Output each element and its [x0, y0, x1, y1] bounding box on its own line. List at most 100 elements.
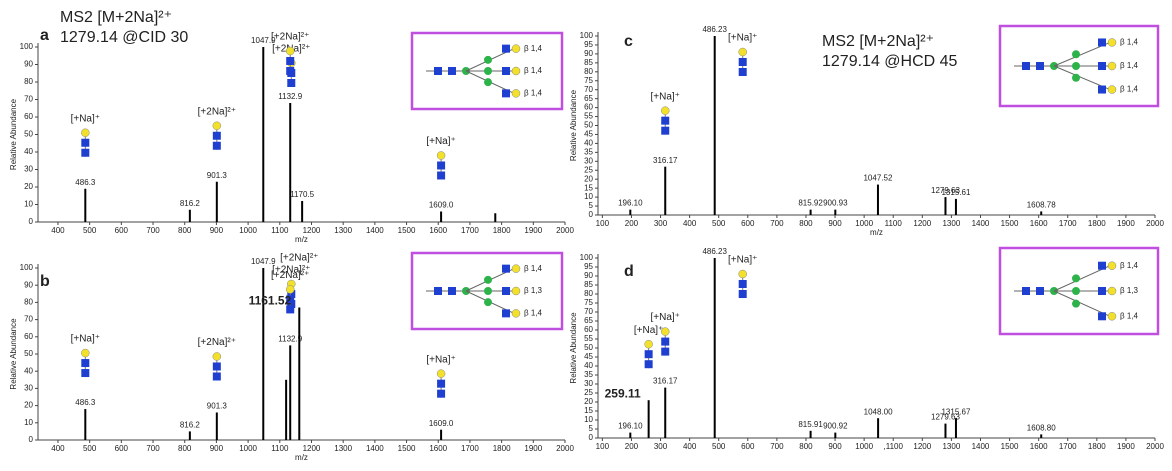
y-axis-label: Relative Abundance	[9, 318, 18, 390]
glcnac	[738, 280, 747, 288]
x-tick-label: 1500	[398, 444, 416, 453]
legend-box	[998, 24, 1160, 108]
y-tick-label: 60	[584, 325, 593, 334]
ion-label: [+Na]⁺	[651, 91, 680, 102]
glcnac	[212, 362, 221, 371]
glcnac	[661, 116, 670, 125]
peak-label: 1047.9	[251, 36, 276, 45]
peak-label: 1609.0	[429, 419, 454, 428]
x-tick-label: 1900	[524, 226, 542, 235]
y-tick-label: 30	[24, 384, 33, 393]
y-tick-label: 90	[584, 271, 593, 280]
ion-label: [+2Na]²⁺	[198, 337, 236, 348]
y-tick-label: 40	[24, 366, 33, 375]
glcnac	[1098, 38, 1106, 47]
x-tick-label: ,1100	[884, 442, 904, 451]
x-tick-label: 500	[83, 226, 97, 235]
y-tick-label: 90	[584, 49, 593, 58]
x-tick-label: 700	[146, 444, 160, 453]
chart-title: MS2 [M+2Na]²⁺	[60, 9, 172, 26]
peak-label: 900.92	[823, 422, 848, 431]
y-tick-label: 50	[584, 343, 593, 352]
linkage-label: β 1,4	[524, 88, 542, 97]
y-tick-label: 80	[24, 77, 33, 86]
galactose	[738, 269, 747, 279]
ion-label: [+Na]⁺	[71, 334, 100, 345]
mannose	[1072, 50, 1080, 59]
y-tick-label: 30	[24, 165, 33, 174]
y-tick-label: 25	[584, 165, 593, 174]
linkage-label: β 1,4	[1120, 85, 1138, 94]
y-tick-label: 45	[584, 130, 593, 139]
galactose	[212, 352, 222, 361]
x-tick-label: 800	[178, 226, 192, 235]
x-tick-label: 1400	[366, 444, 384, 453]
y-tick-label: 0	[29, 435, 34, 444]
x-tick-label: 1700	[1059, 442, 1077, 451]
galactose	[1107, 312, 1117, 321]
x-tick-label: 2000	[556, 444, 574, 453]
x-tick-label: 1400	[972, 442, 990, 451]
x-tick-label: 1400	[366, 226, 384, 235]
glcnac	[287, 79, 296, 87]
y-tick-label: 70	[24, 315, 33, 324]
y-tick-label: 100	[20, 263, 34, 272]
x-tick-label: 1900	[524, 444, 542, 453]
ion-label: [+2Na]²⁺	[271, 32, 309, 43]
y-tick-label: 45	[584, 352, 593, 361]
linkage-label: β 1,4	[1120, 61, 1138, 70]
x-tick-label: 200	[625, 442, 639, 451]
peak-label: 1170.5	[290, 190, 314, 199]
y-tick-label: 55	[584, 334, 593, 343]
galactose	[660, 327, 670, 336]
y-tick-label: 75	[584, 76, 593, 85]
peak-label: 815.91	[798, 420, 823, 429]
x-tick-label: 1900	[1117, 442, 1135, 451]
galactose	[285, 285, 295, 294]
y-tick-label: 0	[589, 433, 594, 442]
glcnac	[437, 389, 446, 398]
peak-label: 1315.67	[941, 407, 970, 416]
peak-label: 486.3	[75, 398, 96, 407]
y-tick-label: 20	[584, 397, 593, 406]
x-tick-label: 1800	[493, 444, 511, 453]
y-tick-label: 80	[584, 67, 593, 76]
glcnac	[81, 138, 90, 147]
glcnac	[81, 369, 90, 378]
galactose	[285, 46, 295, 56]
glcnac	[287, 290, 296, 298]
galactose	[511, 309, 521, 318]
galactose	[436, 151, 446, 160]
y-tick-label: 75	[584, 298, 593, 307]
peak-label: 815.92	[798, 199, 823, 208]
x-tick-label: 1100	[885, 219, 903, 228]
y-tick-label: 35	[584, 147, 593, 156]
y-tick-label: 65	[584, 316, 593, 325]
galactose	[644, 339, 653, 349]
glcnac	[661, 347, 670, 356]
x-tick-label: 1600	[1030, 219, 1048, 228]
x-tick-label: 2000	[1146, 219, 1164, 228]
x-tick-label: 300	[654, 442, 668, 451]
peak-label: 316.17	[653, 156, 678, 165]
linkage-label: β 1,4	[524, 308, 542, 317]
y-tick-label: 15	[584, 183, 593, 192]
y-tick-label: 35	[584, 370, 593, 379]
linkage-label: β 1,4	[524, 44, 542, 53]
x-tick-label: 1500	[1001, 442, 1019, 451]
x-tick-label: 800	[799, 442, 813, 451]
y-tick-label: 90	[24, 280, 33, 289]
glcnac	[1036, 62, 1044, 70]
y-tick-label: 10	[584, 192, 593, 201]
y-tick-label: 40	[24, 147, 33, 156]
glcnac	[81, 148, 90, 157]
x-tick-label: 600	[741, 219, 755, 228]
y-tick-label: 60	[24, 332, 33, 341]
legend-box	[410, 251, 564, 331]
glcnac	[1098, 62, 1106, 70]
glcnac	[437, 171, 446, 180]
ion-label: [+2Na]²⁺	[280, 253, 318, 264]
peak-label: 901.3	[207, 402, 228, 411]
x-tick-label: 1500	[1001, 219, 1019, 228]
glcnac	[448, 287, 456, 295]
